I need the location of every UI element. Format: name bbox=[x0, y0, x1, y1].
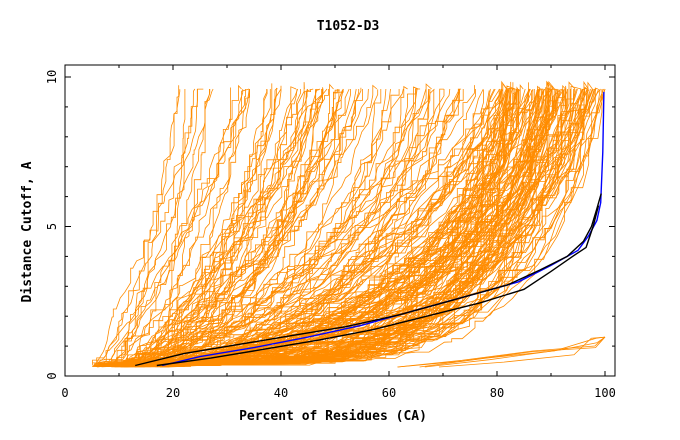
model-curve bbox=[125, 90, 532, 367]
model-curve bbox=[134, 89, 301, 366]
x-tick-label: 60 bbox=[382, 386, 396, 400]
plot-frame bbox=[64, 64, 616, 377]
model-curve bbox=[96, 89, 251, 364]
model-curve bbox=[118, 87, 278, 367]
model-curve bbox=[155, 89, 379, 366]
model-curve bbox=[134, 89, 534, 365]
model-curve bbox=[165, 89, 445, 366]
model-curve bbox=[95, 88, 204, 364]
model-curve bbox=[133, 85, 516, 367]
model-curve bbox=[117, 88, 369, 367]
model-curve bbox=[118, 89, 363, 364]
model-curve bbox=[158, 88, 350, 367]
model-curve bbox=[127, 89, 360, 366]
model-curve bbox=[147, 89, 500, 367]
model-curve bbox=[154, 89, 417, 365]
model-curve bbox=[127, 88, 501, 367]
model-curve bbox=[124, 88, 504, 366]
model-curve bbox=[163, 89, 186, 367]
highlighted-curve bbox=[156, 205, 600, 367]
model-curve bbox=[92, 89, 198, 366]
y-axis-ticks: 0 5 10 bbox=[45, 70, 615, 380]
model-curve bbox=[167, 88, 282, 367]
model-curve bbox=[99, 88, 196, 367]
model-curve bbox=[114, 84, 378, 368]
x-tick-label: 80 bbox=[490, 386, 504, 400]
model-curve bbox=[119, 89, 210, 365]
model-curve bbox=[397, 336, 606, 368]
model-curve bbox=[116, 88, 214, 364]
model-curve bbox=[167, 87, 550, 367]
highlighted-curve bbox=[162, 91, 605, 367]
x-axis-ticks: 0 20 40 60 80 100 bbox=[61, 65, 616, 400]
model-curve bbox=[124, 90, 490, 366]
model-curve bbox=[145, 89, 244, 364]
model-curve bbox=[128, 85, 282, 364]
y-axis-label: Distance Cutoff, A bbox=[20, 161, 35, 302]
model-curve bbox=[119, 89, 400, 366]
model-curve bbox=[129, 89, 271, 364]
model-curve bbox=[145, 88, 553, 365]
model-curve bbox=[155, 89, 268, 364]
model-curve bbox=[121, 89, 320, 366]
model-curve bbox=[124, 90, 344, 365]
model-curve bbox=[95, 88, 510, 368]
model-curve bbox=[123, 85, 475, 365]
model-curve bbox=[162, 89, 338, 367]
model-curve bbox=[96, 89, 181, 363]
model-curve bbox=[397, 336, 606, 368]
model-curve bbox=[134, 88, 460, 365]
model-curve bbox=[158, 89, 382, 366]
model-curve bbox=[106, 88, 299, 367]
x-tick-label: 40 bbox=[274, 386, 288, 400]
model-curve bbox=[142, 86, 552, 366]
model-curve bbox=[143, 88, 418, 365]
model-curve bbox=[101, 88, 444, 367]
model-curve bbox=[126, 90, 343, 364]
model-curve bbox=[134, 87, 231, 367]
model-curve bbox=[123, 85, 180, 365]
model-curve bbox=[118, 89, 340, 364]
model-curve bbox=[150, 90, 250, 365]
x-tick-label: 100 bbox=[594, 386, 616, 400]
model-curve bbox=[102, 89, 250, 364]
model-curve bbox=[116, 84, 242, 366]
model-curve bbox=[95, 88, 507, 366]
model-curve bbox=[438, 336, 606, 368]
model-curve bbox=[109, 88, 250, 367]
chart-title: T1052-D3 bbox=[317, 19, 380, 34]
x-tick-label: 20 bbox=[166, 386, 180, 400]
highlighted-curves bbox=[135, 91, 605, 367]
model-curve bbox=[128, 89, 324, 365]
model-curve bbox=[101, 88, 427, 366]
x-tick-label: 0 bbox=[61, 386, 68, 400]
model-curves bbox=[92, 80, 606, 368]
y-tick-label: 0 bbox=[45, 372, 59, 379]
model-curve bbox=[158, 88, 577, 366]
y-tick-label: 5 bbox=[45, 223, 59, 230]
x-axis-label: Percent of Residues (CA) bbox=[239, 409, 427, 424]
highlighted-curve bbox=[135, 193, 602, 367]
y-tick-label: 10 bbox=[45, 70, 59, 84]
